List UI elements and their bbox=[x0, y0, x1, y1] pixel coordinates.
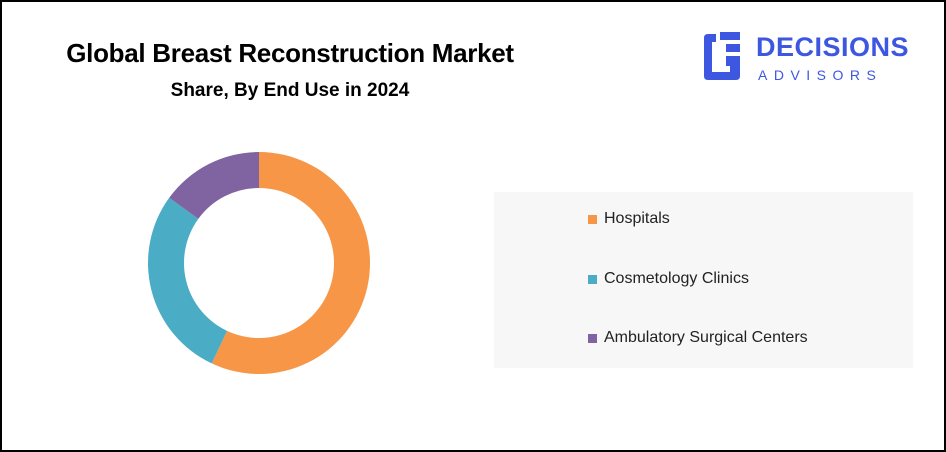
legend-label: Cosmetology Clinics bbox=[604, 270, 749, 287]
chart-legend: Hospitals Cosmetology Clinics Ambulatory S… bbox=[494, 192, 913, 368]
chart-subtitle: Share, By End Use in 2024 bbox=[170, 80, 410, 101]
donut-slice-cosmetology-clinics bbox=[147, 197, 228, 364]
decisions-advisors-logo-icon bbox=[704, 32, 740, 80]
legend-item: Hospitals bbox=[588, 209, 670, 229]
legend-item: Ambulatory Surgical Centers bbox=[588, 328, 808, 348]
logo-text-advisors: ADVISORS bbox=[758, 67, 883, 83]
legend-item: Cosmetology Clinics bbox=[588, 269, 749, 289]
legend-swatch bbox=[588, 214, 597, 224]
chart-title: Global Breast Reconstruction Market bbox=[66, 38, 514, 68]
legend-label: Ambulatory Surgical Centers bbox=[604, 329, 808, 346]
legend-swatch bbox=[588, 333, 597, 343]
donut-slice-ambulatory-surgical-centers bbox=[169, 152, 259, 219]
company-logo: DECISIONS ADVISORS bbox=[702, 30, 932, 90]
legend-swatch bbox=[588, 274, 597, 284]
logo-text-decisions: DECISIONS bbox=[756, 32, 910, 62]
legend-label: Hospitals bbox=[604, 210, 670, 227]
donut-slice-hospitals bbox=[211, 152, 370, 374]
donut-chart bbox=[147, 152, 370, 374]
